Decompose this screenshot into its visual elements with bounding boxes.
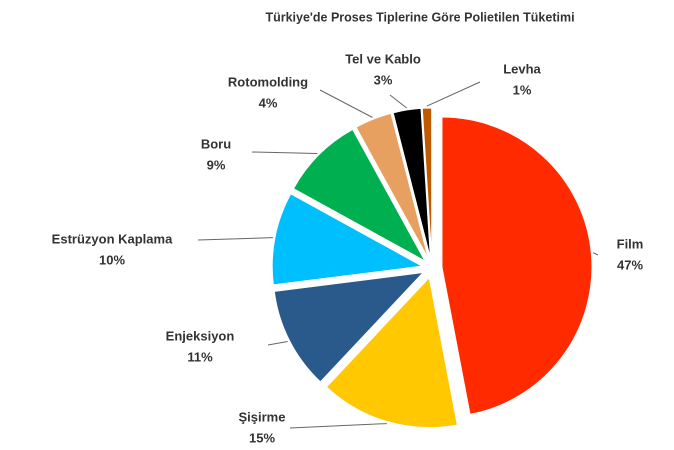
leader-line <box>593 252 599 256</box>
leader-line <box>289 423 387 429</box>
pie-slice <box>292 128 427 263</box>
slice-value-label: 1% <box>513 82 532 97</box>
leader-line <box>251 151 318 154</box>
chart-title: Türkiye'de Proses Tiplerine Göre Polieti… <box>265 10 574 24</box>
slice-label: Estrüzyon Kaplama <box>52 231 173 246</box>
pie-slice <box>273 271 425 383</box>
slice-label: Şişirme <box>239 409 286 424</box>
pie-slice <box>392 107 431 259</box>
leader-line <box>319 89 373 118</box>
slice-value-label: 15% <box>249 430 275 445</box>
pie-slice <box>271 193 424 286</box>
slice-label: Film <box>617 236 644 251</box>
slice-value-label: 11% <box>187 349 213 364</box>
slice-value-label: 3% <box>374 72 393 87</box>
slice-label: Boru <box>201 136 231 151</box>
slice-label: Tel ve Kablo <box>345 51 421 66</box>
slice-value-label: 9% <box>207 157 226 172</box>
leader-line <box>267 341 288 346</box>
leader-line <box>197 237 273 241</box>
slice-value-label: 47% <box>617 257 643 272</box>
slice-label: Levha <box>503 61 541 76</box>
pie-slice <box>325 276 458 429</box>
pie-slice <box>441 116 593 415</box>
leader-line <box>426 81 481 107</box>
slice-value-label: 10% <box>99 252 125 267</box>
slice-label: Enjeksiyon <box>166 328 235 343</box>
slice-value-label: 4% <box>259 95 278 110</box>
pie-slice <box>421 107 433 259</box>
slice-label: Rotomolding <box>228 74 308 89</box>
leader-line <box>389 94 407 109</box>
pie-slice <box>355 112 429 259</box>
